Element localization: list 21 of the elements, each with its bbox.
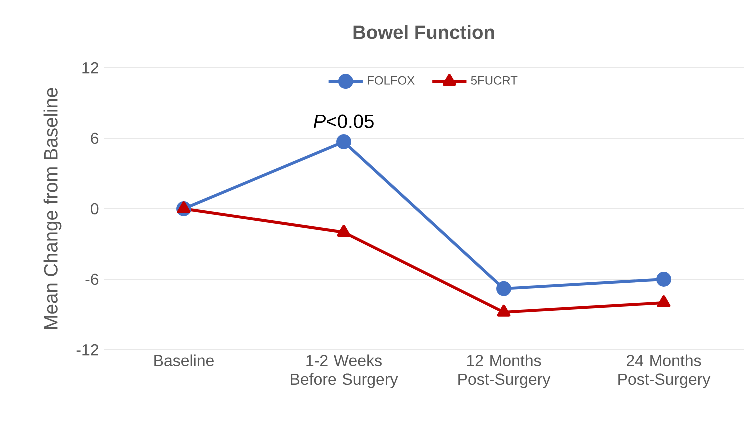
legend-label: 5FUCRT <box>471 76 518 85</box>
y-tick-label: -6 <box>86 274 99 286</box>
point <box>177 202 191 214</box>
y-tick-label: 12 <box>82 62 98 74</box>
point <box>336 134 352 150</box>
x-tick-label: 12 Months Post-Surgery <box>458 354 551 388</box>
x-tick-label: Baseline <box>154 354 214 366</box>
x-tick-label: 24 Months Post-Surgery <box>618 354 711 388</box>
point <box>337 225 351 237</box>
y-axis-title: Mean Change from Baseline <box>44 88 62 330</box>
y-tick-label: 0 <box>91 203 99 215</box>
y-tick-label: 6 <box>91 132 99 144</box>
annotation: P<0.05 <box>314 114 374 128</box>
point <box>656 272 672 287</box>
chart-title: Bowel Function <box>354 25 494 40</box>
point <box>496 281 512 296</box>
x-tick-label: 1-2 Weeks Before Surgery <box>291 354 398 388</box>
y-tick-label: -12 <box>76 344 98 356</box>
point <box>657 296 671 308</box>
legend-label: FOLFOX <box>368 76 415 85</box>
point <box>497 304 511 317</box>
